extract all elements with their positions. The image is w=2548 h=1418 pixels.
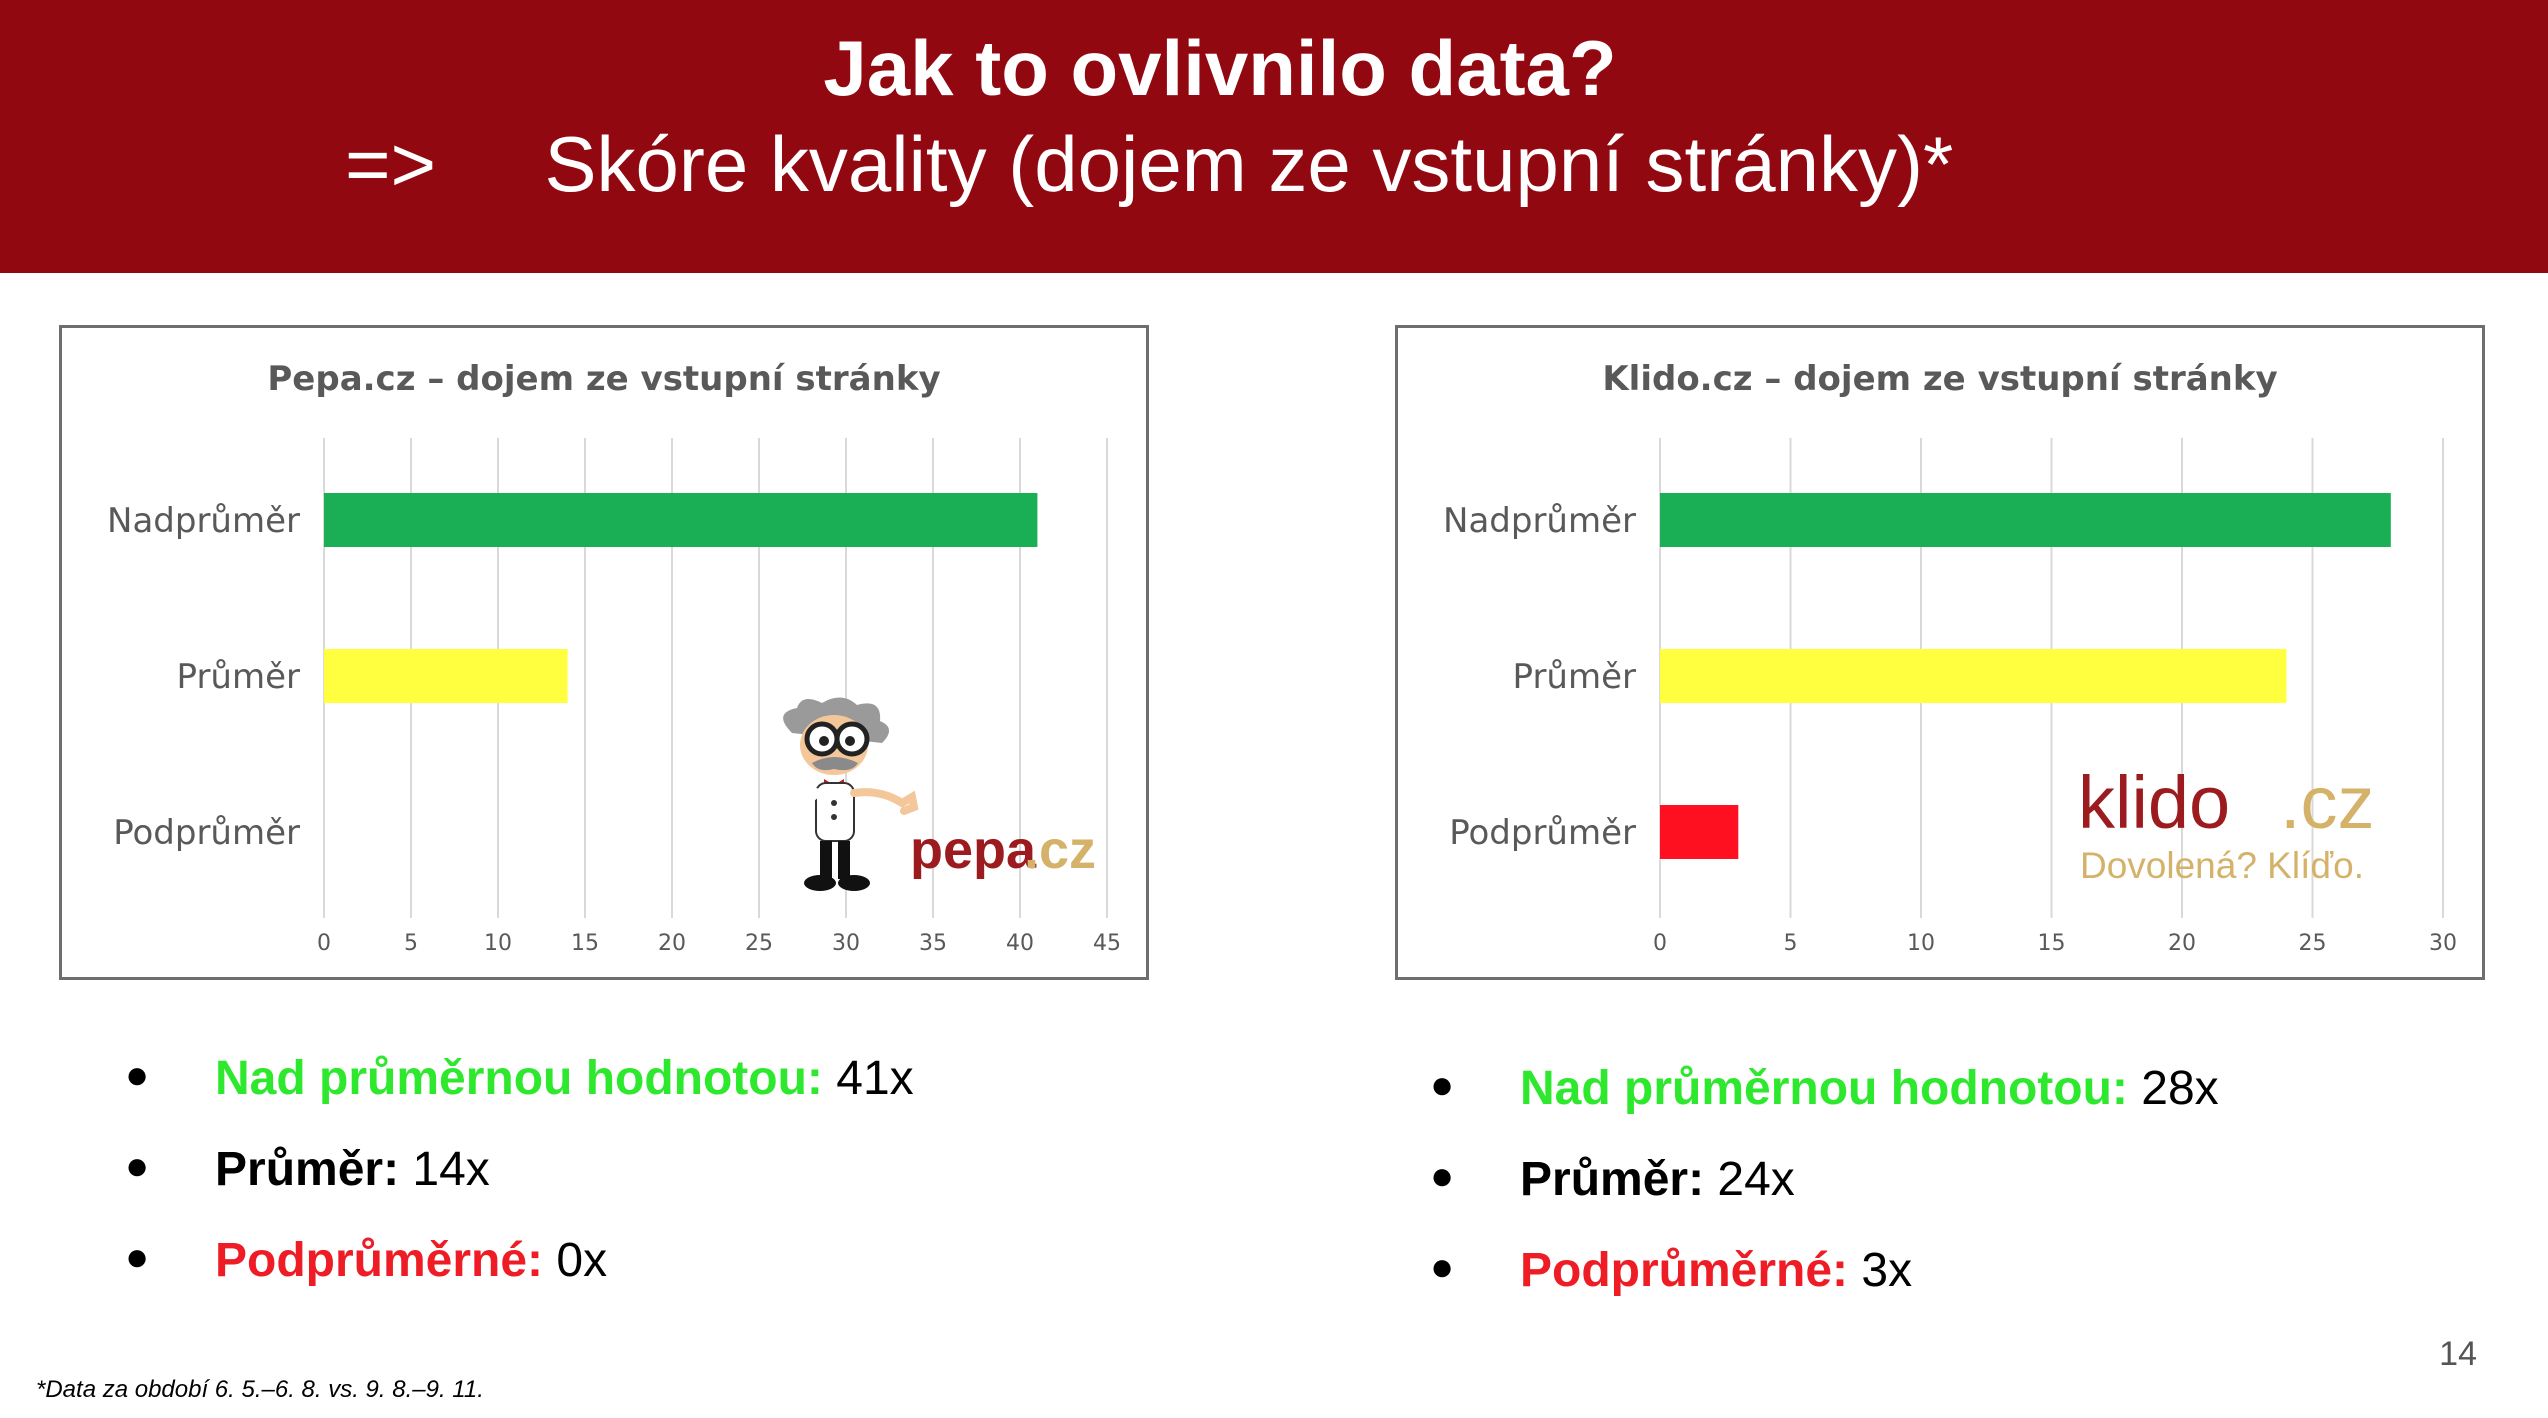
slide-title: Jak to ovlivnilo data? xyxy=(823,24,1617,112)
bar-below-average xyxy=(1660,805,1739,859)
x-tick-label: 40 xyxy=(1006,931,1034,956)
x-tick-label: 0 xyxy=(1653,931,1667,956)
klido-bar-chart: Klido.cz – dojem ze vstupní stránky 0 5 10 1… xyxy=(1443,359,2457,956)
footnote: *Data za období 6. 5.–6. 8. vs. 9. 8.–9.… xyxy=(36,1376,484,1403)
bar-above-average xyxy=(324,493,1038,547)
x-tick-label: 45 xyxy=(1093,931,1121,956)
category-label: Průměr xyxy=(1513,657,1636,697)
summary-value: 3x xyxy=(1848,1244,1913,1297)
summary-label: Podprůměrné: xyxy=(1520,1244,1849,1297)
x-tick-label: 15 xyxy=(571,931,599,956)
chart-title: Klido.cz – dojem ze vstupní stránky xyxy=(1602,359,2277,399)
x-tick-label: 30 xyxy=(2429,931,2457,956)
x-tick-label: 20 xyxy=(658,931,686,956)
x-tick-label: 35 xyxy=(919,931,947,956)
x-tick-label: 10 xyxy=(484,931,512,956)
summary-value: 0x xyxy=(543,1234,608,1287)
category-label: Podprůměr xyxy=(1449,813,1636,853)
x-tick-label: 25 xyxy=(745,931,773,956)
bullet-dot: ● xyxy=(125,1053,150,1097)
klido-logo: klido .cz Dovolená? Klíďo. xyxy=(2078,761,2375,886)
x-tick-label: 15 xyxy=(2038,931,2066,956)
bullet-dot: ● xyxy=(125,1235,150,1279)
klido-chart-frame: Klido.cz – dojem ze vstupní stránky 0 5 10 1… xyxy=(1395,325,2485,980)
category-label: Průměr xyxy=(177,657,300,697)
pepa-bar-chart: Pepa.cz – dojem ze vstupní stránky 0 5 10 15… xyxy=(107,359,1121,956)
summary-label: Průměr: xyxy=(215,1143,400,1196)
x-tick-label: 25 xyxy=(2299,931,2327,956)
summary-value: 41x xyxy=(822,1052,914,1105)
bullet-dot: ● xyxy=(1430,1245,1455,1289)
header-banner: Jak to ovlivnilo data? => Skóre kvality … xyxy=(0,0,2548,273)
category-label: Nadprůměr xyxy=(107,501,300,541)
x-tick-label: 0 xyxy=(317,931,331,956)
x-tick-label: 10 xyxy=(1907,931,1935,956)
bar-average xyxy=(324,649,568,703)
bar-average xyxy=(1660,649,2287,703)
klido-logo-tagline: Dovolená? Klíďo. xyxy=(2080,845,2364,886)
summary-label: Nad průměrnou hodnotou: xyxy=(215,1052,823,1105)
summary-label: Nad průměrnou hodnotou: xyxy=(1520,1062,2128,1115)
x-tick-label: 30 xyxy=(832,931,860,956)
bullet-dot: ● xyxy=(1430,1154,1455,1198)
chart-title: Pepa.cz – dojem ze vstupní stránky xyxy=(267,359,940,399)
category-label: Podprůměr xyxy=(113,813,300,853)
x-tick-label: 5 xyxy=(1784,931,1798,956)
pepa-logo-suffix: .cz xyxy=(1024,820,1096,880)
page-number: 14 xyxy=(2439,1335,2477,1373)
category-label: Nadprůměr xyxy=(1443,501,1636,541)
bullet-dot: ● xyxy=(1430,1063,1455,1107)
x-tick-label: 5 xyxy=(404,931,418,956)
pepa-chart-frame: Pepa.cz – dojem ze vstupní stránky 0 5 10 15… xyxy=(59,325,1149,980)
pepa-logo-name: pepa xyxy=(910,820,1037,880)
summary-label: Podprůměrné: xyxy=(215,1234,544,1287)
summary-value: 28x xyxy=(2127,1062,2219,1115)
pepa-mascot-icon xyxy=(783,697,919,891)
klido-logo-suffix: .cz xyxy=(2280,761,2375,844)
bar-above-average xyxy=(1660,493,2391,547)
slide-subtitle: => Skóre kvality (dojem ze vstupní strán… xyxy=(345,120,1954,208)
x-tick-label: 20 xyxy=(2168,931,2196,956)
summary-value: 14x xyxy=(399,1143,490,1196)
pepa-logo: pepa .cz xyxy=(783,697,1096,891)
klido-logo-name: klido xyxy=(2078,761,2230,844)
bullet-dot: ● xyxy=(125,1144,150,1188)
summary-value: 24x xyxy=(1704,1153,1795,1206)
summary-label: Průměr: xyxy=(1520,1153,1705,1206)
